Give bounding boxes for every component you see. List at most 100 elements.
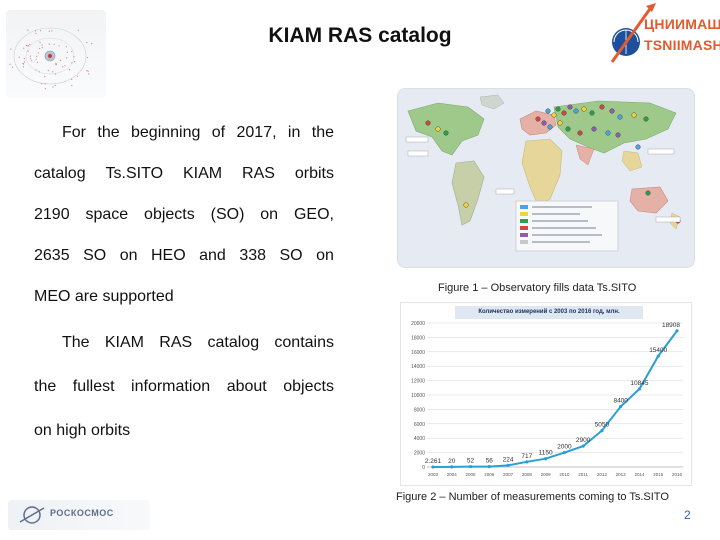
word: on [316,247,334,264]
x-tick-label: 2016 [672,472,683,477]
debris-dot [35,32,37,34]
word: (SO) [210,206,245,223]
debris-dot [25,44,27,46]
word: SO [83,247,107,264]
word: SO [279,247,303,264]
word: orbits [294,165,334,182]
x-tick-label: 2014 [634,472,645,477]
word: and [199,247,226,264]
roscosmos-emblem-icon [19,506,45,524]
y-tick-label: 12000 [411,379,425,385]
debris-dot [35,58,37,60]
observatory-marker [635,144,641,150]
y-tick-label: 16000 [411,350,425,356]
debris-dot [66,51,68,53]
debris-dot [58,45,60,47]
data-label: 15400 [649,347,667,354]
debris-dot [53,43,55,46]
measurements-line-chart: 0 2000 4000 6000 8000 10000 12000 14000 16000 180… [411,321,683,477]
data-label: 2000 [557,444,572,451]
debris-dot [54,84,56,86]
observatory-marker [591,126,597,132]
y-tick-label: 6000 [414,422,425,428]
word: of [211,124,226,141]
observatory-marker [567,104,573,110]
chart-title: Количество измерений с 2003 по 2016 год,… [455,306,643,319]
data-label: 56 [486,458,494,465]
debris-dot [65,46,67,48]
debris-dot [41,83,43,85]
word: Ts.SITO [105,165,164,182]
x-tick-label: 2013 [616,472,627,477]
roscosmos-logo: РОСКОСМОС [8,500,150,530]
catalog-summary-paragraph: For the beginning of 2017, in the catalo… [34,124,334,329]
observatory-marker [645,190,651,196]
word: objects [144,206,195,223]
y-tick-label: 14000 [411,364,425,370]
data-label: 18908 [662,322,680,329]
word: on high orbits [34,422,131,439]
observatory-marker [615,132,621,138]
y-tick-label: 18000 [411,335,425,341]
data-point [487,464,491,469]
observatory-marker [581,106,587,112]
text-line: 2190 space objects (SO) on GEO, [34,206,334,247]
debris-dot [68,69,71,71]
observatory-marker [599,104,605,110]
word: contains [274,334,334,351]
debris-dot [73,56,75,58]
word: RAS [242,165,275,182]
y-tick-label: 8000 [414,407,425,413]
debris-dot [38,71,41,73]
debris-dot [74,61,76,63]
data-point [656,354,660,358]
debris-dot [71,84,73,87]
data-label: 717 [521,453,532,460]
debris-dot [41,46,43,48]
word: the [97,124,120,141]
debris-dot [27,29,29,31]
observatory-marker [541,120,547,126]
data-point [600,429,604,433]
debris-dot [52,71,54,73]
word: RAS [159,334,193,351]
word: catalog [207,334,260,351]
debris-dot [60,59,62,62]
x-tick-label: 2010 [559,472,570,477]
text-line: The KIAM RAS catalog contains [34,334,334,378]
debris-dot [44,88,46,90]
debris-dot [18,56,20,59]
word: space [85,206,129,223]
data-point [468,465,473,469]
debris-dot [86,41,88,44]
observatory-marker [555,106,561,112]
x-tick-label: 2005 [466,472,477,477]
debris-dot [35,69,37,71]
data-label: 224 [503,456,514,463]
text-line: the fullest information about objects [34,378,334,422]
debris-dot [62,66,64,68]
data-point [675,329,679,333]
x-tick-label: 2009 [541,472,552,477]
observatory-marker [425,120,431,126]
word: on [260,206,279,223]
word: KIAM [182,165,223,182]
observatory-marker [557,120,563,126]
debris-dot [44,83,46,85]
debris-dot [29,55,31,57]
debris-dot [71,50,73,52]
debris-dot [23,58,25,60]
word: about [226,378,267,395]
y-tick-label: 20000 [411,321,425,327]
text-line: For the beginning of 2017, in the [34,124,334,165]
word: HEO [150,247,186,264]
y-tick-label: 10000 [411,393,425,399]
text-line: on high orbits [34,422,334,466]
observatory-marker [561,110,567,116]
observatory-marker [573,108,579,114]
debris-dot [27,50,29,52]
page-title: KIAM RAS catalog [268,24,452,47]
debris-dot [64,65,66,67]
figure1-caption: Figure 1 – Observatory fills data Ts.SIT… [438,282,637,294]
debris-dot [71,78,73,80]
